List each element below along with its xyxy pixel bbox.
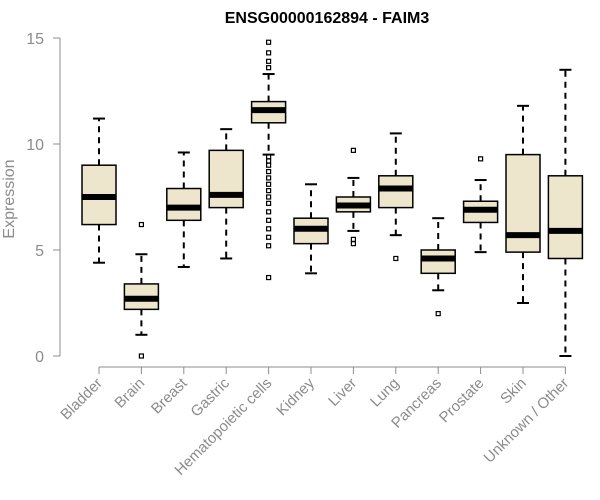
outlier-point [266, 209, 272, 215]
outlier-point [266, 168, 272, 175]
outlier-point [266, 50, 272, 56]
outlier-point [266, 200, 272, 206]
outlier-point [266, 65, 272, 71]
outlier-point [266, 217, 272, 223]
plot-area [81, 39, 584, 359]
outlier-point [266, 188, 272, 194]
outlier-point [266, 194, 272, 200]
outlier-point [266, 243, 272, 249]
outlier-point [266, 158, 272, 164]
x-tick-label: Prostate [436, 375, 488, 427]
box-iqr [420, 249, 456, 275]
box-iqr [378, 175, 414, 209]
outlier-point [435, 311, 441, 317]
chart-title: ENSG00000162894 - FAIM3 [225, 10, 430, 27]
y-tick-label: 15 [26, 31, 44, 48]
outlier-point [393, 255, 399, 262]
box-pancreas [420, 217, 456, 317]
outlier-point [266, 181, 272, 187]
outlier-point [266, 234, 272, 240]
outlier-point [266, 274, 272, 281]
box-iqr [208, 149, 244, 209]
box-skin [505, 104, 541, 304]
box-kidney [293, 183, 329, 275]
box-bladder [81, 117, 117, 264]
outlier-point [266, 162, 272, 168]
outlier-point [350, 147, 356, 153]
x-tick-label: Brain [111, 375, 148, 412]
box-iqr [166, 187, 202, 222]
x-tick-label: Liver [325, 375, 360, 410]
x-tick-label: Bladder [57, 375, 106, 424]
x-tick-label: Lung [367, 375, 403, 411]
outlier-point [138, 221, 144, 228]
outlier-point [266, 154, 272, 160]
box-breast [166, 151, 202, 268]
outlier-point [350, 241, 356, 247]
box-iqr [547, 175, 584, 260]
box-liver [335, 147, 372, 247]
outlier-point [266, 226, 272, 232]
outlier-point [266, 39, 272, 45]
y-axis-label: Expression [1, 159, 18, 238]
outlier-point [350, 236, 356, 242]
box-lung [378, 132, 414, 262]
box-hematopoietic-cells [250, 39, 287, 281]
x-tick-label: Skin [497, 375, 530, 408]
box-gastric [208, 128, 244, 260]
y-tick-label: 10 [26, 137, 44, 154]
y-tick-label: 0 [35, 349, 44, 366]
outlier-point [266, 58, 272, 64]
x-tick-label: Breast [148, 374, 191, 417]
box-brain [123, 221, 160, 359]
outlier-point [478, 156, 484, 162]
y-axis: 0 5 10 15 [26, 31, 61, 366]
box-unknown-other [547, 68, 584, 357]
y-tick-label: 5 [35, 243, 44, 260]
x-tick-label: Kidney [273, 374, 318, 419]
outlier-point [266, 175, 272, 181]
outlier-point [138, 353, 144, 359]
box-prostate [462, 156, 499, 254]
